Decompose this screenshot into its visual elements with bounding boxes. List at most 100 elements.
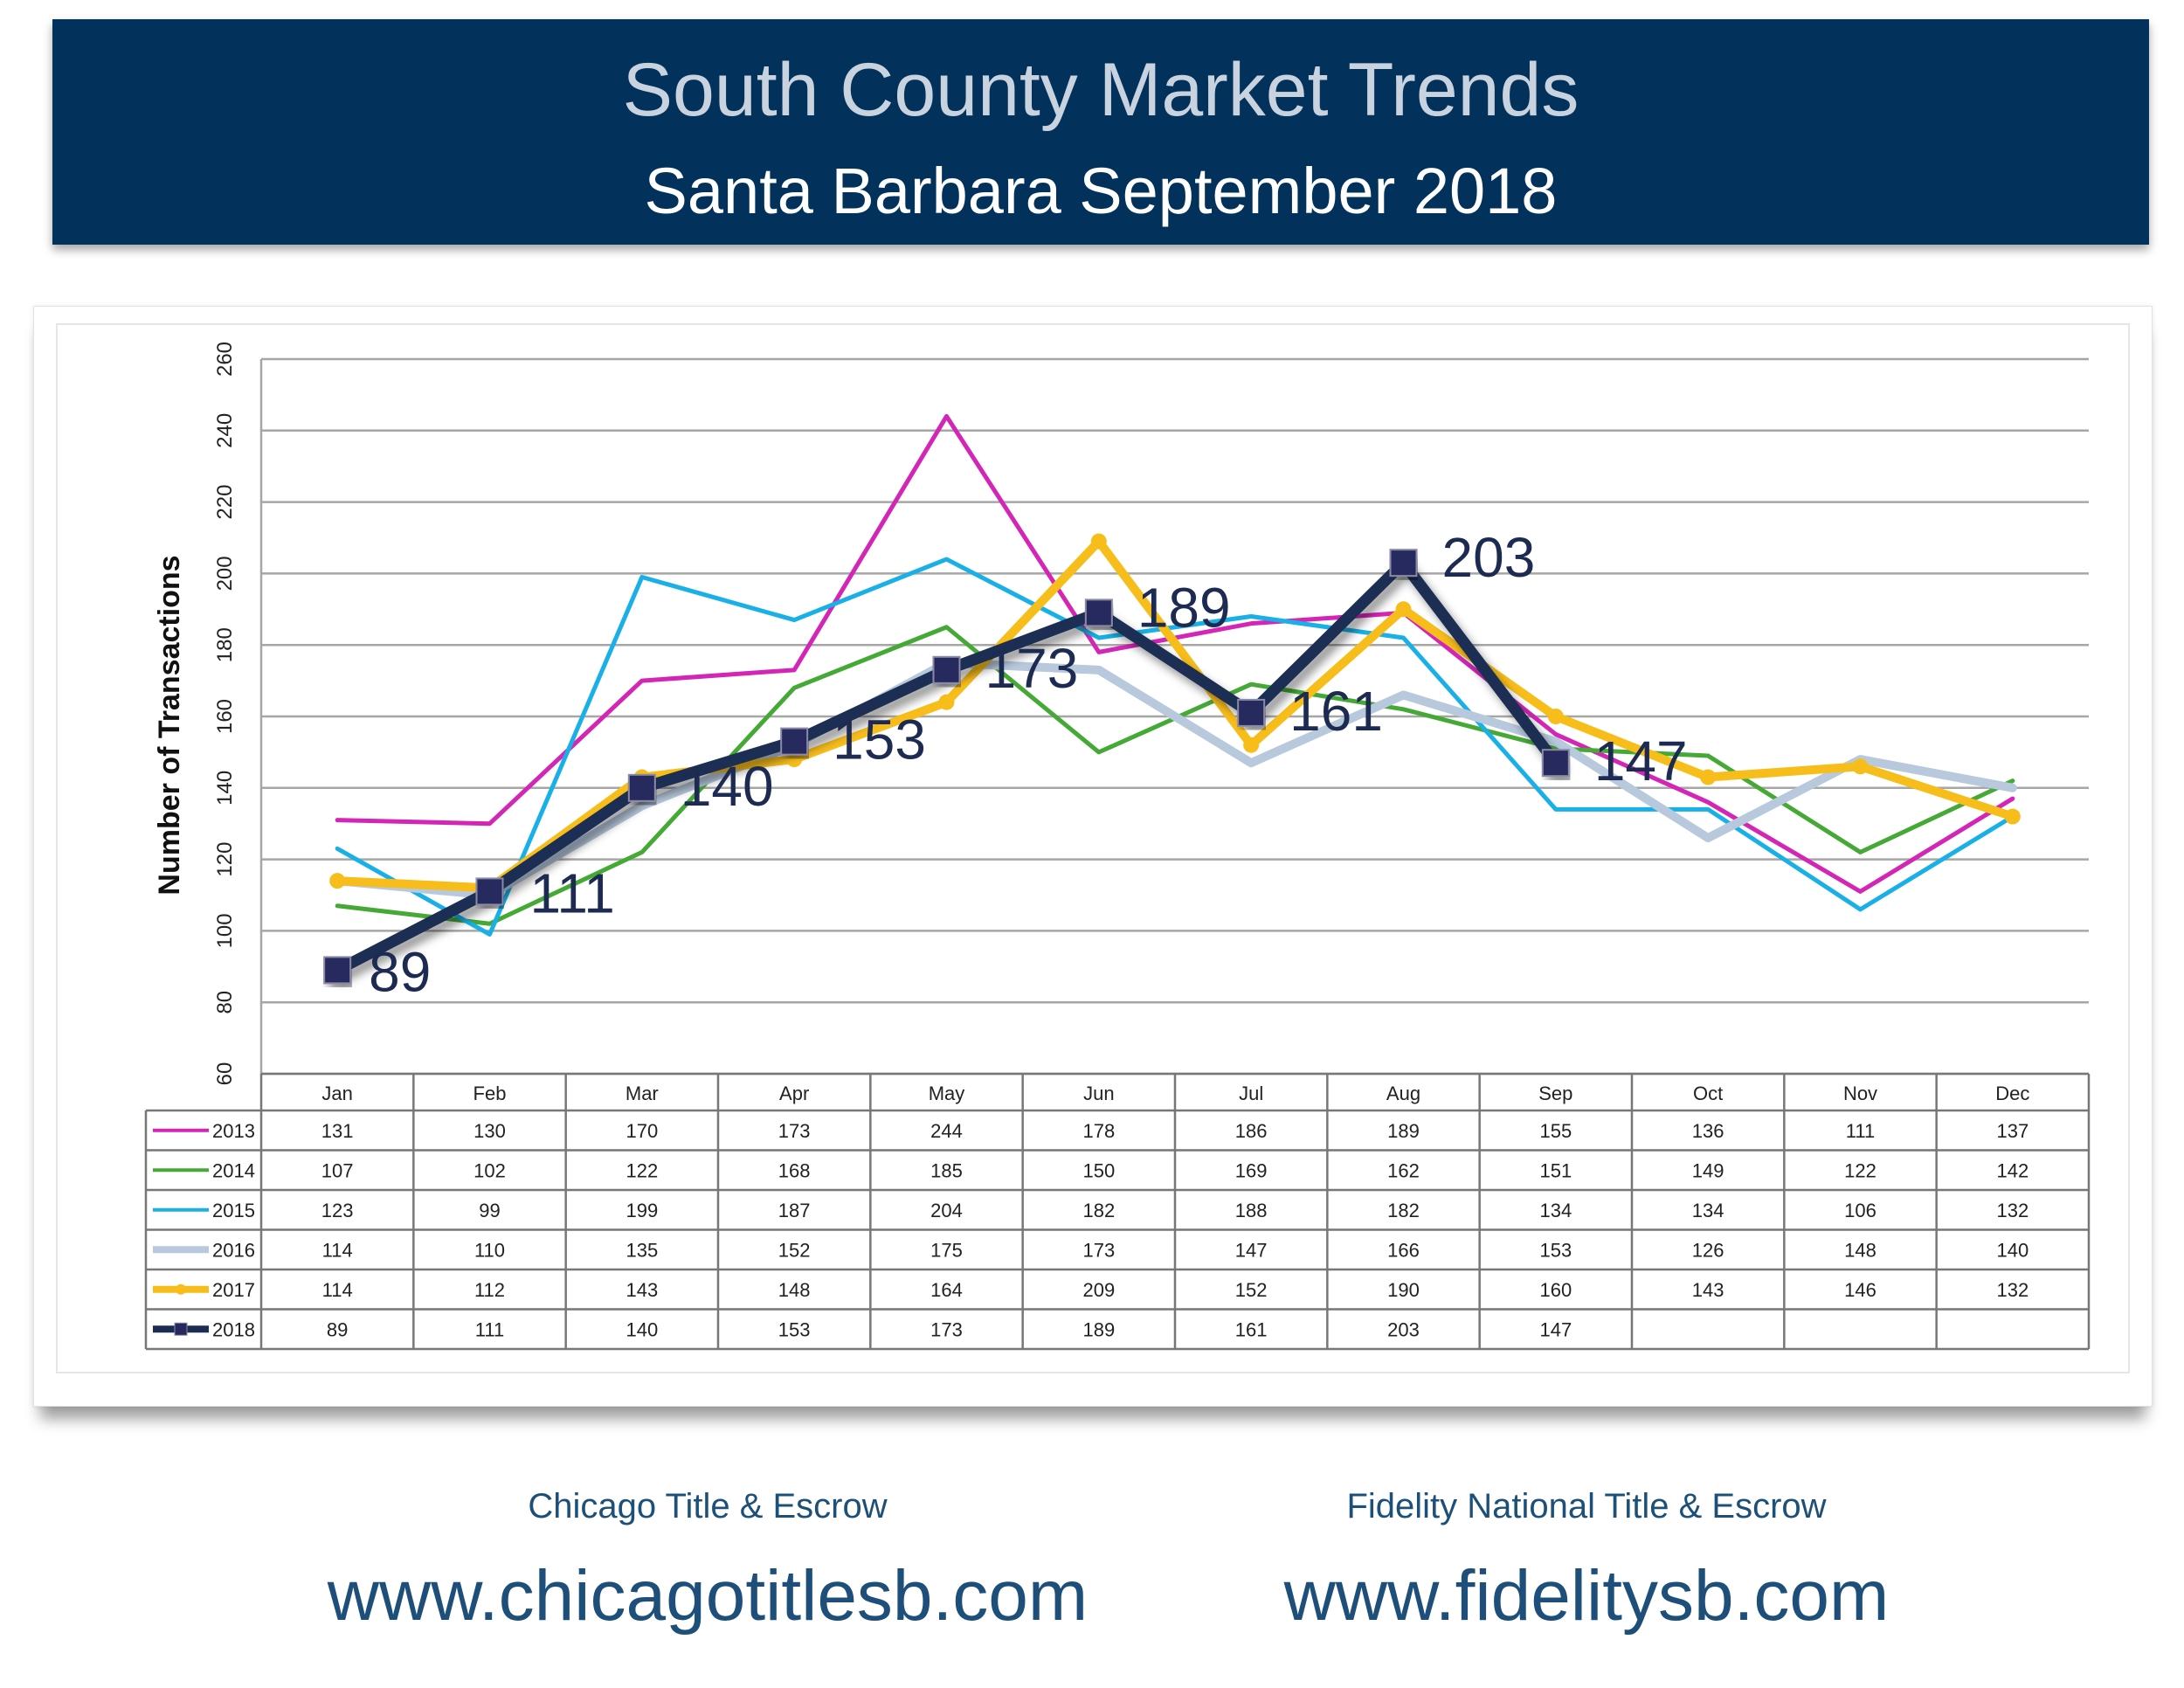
table-cell-2013-Apr: 173 <box>778 1120 811 1142</box>
table-cell-2015-Dec: 132 <box>1996 1200 2028 1221</box>
point-2018-May <box>932 655 961 684</box>
y-tick-label: 60 <box>213 1062 237 1086</box>
table-cell-2017-Dec: 132 <box>1996 1279 2028 1301</box>
table-cell-2016-Jul: 147 <box>1235 1239 1268 1261</box>
table-cell-2015-May: 204 <box>930 1200 963 1221</box>
legend-label-2016: 2016 <box>212 1239 255 1261</box>
table-header-Mar: Mar <box>625 1083 659 1104</box>
table-cell-2014-Jul: 169 <box>1235 1159 1268 1181</box>
data-label-2018-Jun: 189 <box>1137 576 1231 639</box>
series-line-2017 <box>333 536 2017 893</box>
legend-marker-2017 <box>176 1283 186 1295</box>
page-title: South County Market Trends <box>622 48 1579 132</box>
table-cell-2015-Jul: 188 <box>1235 1200 1268 1221</box>
chart-card: 60 80 100 120 140 160 180 200 220 240 260 Number of… <box>33 306 2153 1407</box>
table-header-Feb: Feb <box>473 1083 507 1104</box>
table-cell-2017-Sep: 160 <box>1539 1279 1572 1301</box>
data-label-2018-Mar: 140 <box>681 755 774 818</box>
table-cell-2018-Aug: 203 <box>1387 1318 1420 1340</box>
table-cell-2018-Apr: 153 <box>778 1318 811 1340</box>
table-cell-2018-Feb: 111 <box>475 1318 504 1340</box>
table-cell-2014-Sep: 151 <box>1539 1159 1572 1181</box>
point-2018-Aug <box>1389 549 1418 578</box>
table-cell-2018-Sep: 147 <box>1539 1318 1572 1340</box>
table-cell-2015-Oct: 134 <box>1692 1200 1724 1221</box>
data-label-2018-Apr: 153 <box>833 709 926 771</box>
point-2017-Dec <box>2004 808 2021 825</box>
table-cell-2013-Oct: 136 <box>1692 1120 1724 1142</box>
table-cell-2013-Jun: 178 <box>1082 1120 1115 1142</box>
table-header-Apr: Apr <box>779 1083 809 1104</box>
table-cell-2018-Jun: 189 <box>1082 1318 1115 1340</box>
legend-label-2013: 2013 <box>212 1120 255 1142</box>
point-2018-Sep <box>1541 749 1570 778</box>
table-cell-2015-Jun: 182 <box>1082 1200 1115 1221</box>
point-2017-May <box>938 694 955 710</box>
fidelity-url-link[interactable]: www.fidelitysb.com <box>1283 1556 1890 1636</box>
table-cell-2013-Feb: 130 <box>473 1120 506 1142</box>
table-cell-2018-May: 173 <box>930 1318 963 1340</box>
table-cell-2014-Jan: 107 <box>321 1159 354 1181</box>
table-cell-2016-Oct: 126 <box>1692 1239 1724 1261</box>
table-cell-2016-Apr: 152 <box>778 1239 811 1261</box>
fidelity-company-name: Fidelity National Title & Escrow <box>1346 1487 1827 1525</box>
table-cell-2013-May: 244 <box>930 1120 963 1142</box>
table-cell-2017-Mar: 143 <box>625 1279 658 1301</box>
chicago-title-company-name: Chicago Title & Escrow <box>528 1487 888 1525</box>
table-cell-2017-Feb: 112 <box>474 1279 505 1301</box>
table-cell-2018-Mar: 140 <box>625 1318 658 1340</box>
table-header-Aug: Aug <box>1386 1083 1420 1104</box>
table-cell-2013-Nov: 111 <box>1846 1120 1875 1142</box>
table-cell-2016-Jun: 173 <box>1082 1239 1115 1261</box>
table-cell-2016-Jan: 114 <box>322 1239 353 1261</box>
table-cell-2015-Apr: 187 <box>778 1200 811 1221</box>
table-header-Jul: Jul <box>1239 1083 1263 1104</box>
table-cell-2016-Nov: 148 <box>1844 1239 1876 1261</box>
table-cell-2017-Jun: 209 <box>1082 1279 1115 1301</box>
data-label-2018-Jul: 161 <box>1289 680 1383 743</box>
legend-label-2018: 2018 <box>212 1318 255 1340</box>
point-2018-Jul <box>1237 698 1266 727</box>
table-header-Jan: Jan <box>321 1083 352 1104</box>
legend-marker-2018 <box>174 1322 188 1336</box>
table-header-Nov: Nov <box>1843 1083 1877 1104</box>
series-line-2016 <box>333 658 2017 900</box>
table-cell-2016-May: 175 <box>930 1239 963 1261</box>
table-cell-2017-Jul: 152 <box>1235 1279 1268 1301</box>
legend-label-2017: 2017 <box>212 1279 255 1301</box>
table-cell-2017-Oct: 143 <box>1692 1279 1724 1301</box>
y-tick-label: 260 <box>213 342 237 377</box>
y-tick-label: 240 <box>213 413 237 448</box>
data-label-2018-Sep: 147 <box>1594 730 1688 792</box>
table-cell-2015-Feb: 99 <box>479 1200 500 1221</box>
table-cell-2014-May: 185 <box>930 1159 963 1181</box>
table-cell-2013-Jan: 131 <box>321 1120 354 1142</box>
table-cell-2014-Apr: 168 <box>778 1159 811 1181</box>
y-tick-label: 160 <box>213 699 237 734</box>
data-label-2018-May: 173 <box>985 637 1079 700</box>
data-label-2018-Jan: 89 <box>369 940 431 1003</box>
table-cell-2013-Mar: 170 <box>625 1120 658 1142</box>
point-2018-Jun <box>1084 598 1113 627</box>
table-cell-2018-Jan: 89 <box>327 1318 348 1340</box>
point-2017-Aug <box>1395 601 1412 618</box>
table-cell-2016-Mar: 135 <box>625 1239 658 1261</box>
table-cell-2015-Aug: 182 <box>1387 1200 1420 1221</box>
table-cell-2016-Sep: 153 <box>1539 1239 1572 1261</box>
table-cell-2018-Jul: 161 <box>1235 1318 1268 1340</box>
table-cell-2017-Apr: 148 <box>778 1279 811 1301</box>
table-cell-2014-Feb: 102 <box>473 1159 506 1181</box>
table-cell-2017-Aug: 190 <box>1387 1279 1420 1301</box>
point-2017-Jul <box>1243 737 1260 753</box>
data-label-2018-Feb: 111 <box>530 861 615 924</box>
table-header-Jun: Jun <box>1083 1083 1114 1104</box>
table-header-May: May <box>929 1083 965 1104</box>
table-cell-2016-Feb: 110 <box>474 1239 505 1261</box>
table-cell-2013-Jul: 186 <box>1235 1120 1268 1142</box>
chicago-title-url-link[interactable]: www.chicagotitlesb.com <box>327 1556 1089 1636</box>
header-banner: South County Market Trends Santa Barbara… <box>52 19 2149 245</box>
table-cell-2014-Oct: 149 <box>1692 1159 1724 1181</box>
table-cell-2015-Mar: 199 <box>625 1200 658 1221</box>
page-subtitle: Santa Barbara September 2018 <box>644 155 1558 227</box>
chart-area-border <box>56 323 2130 1373</box>
